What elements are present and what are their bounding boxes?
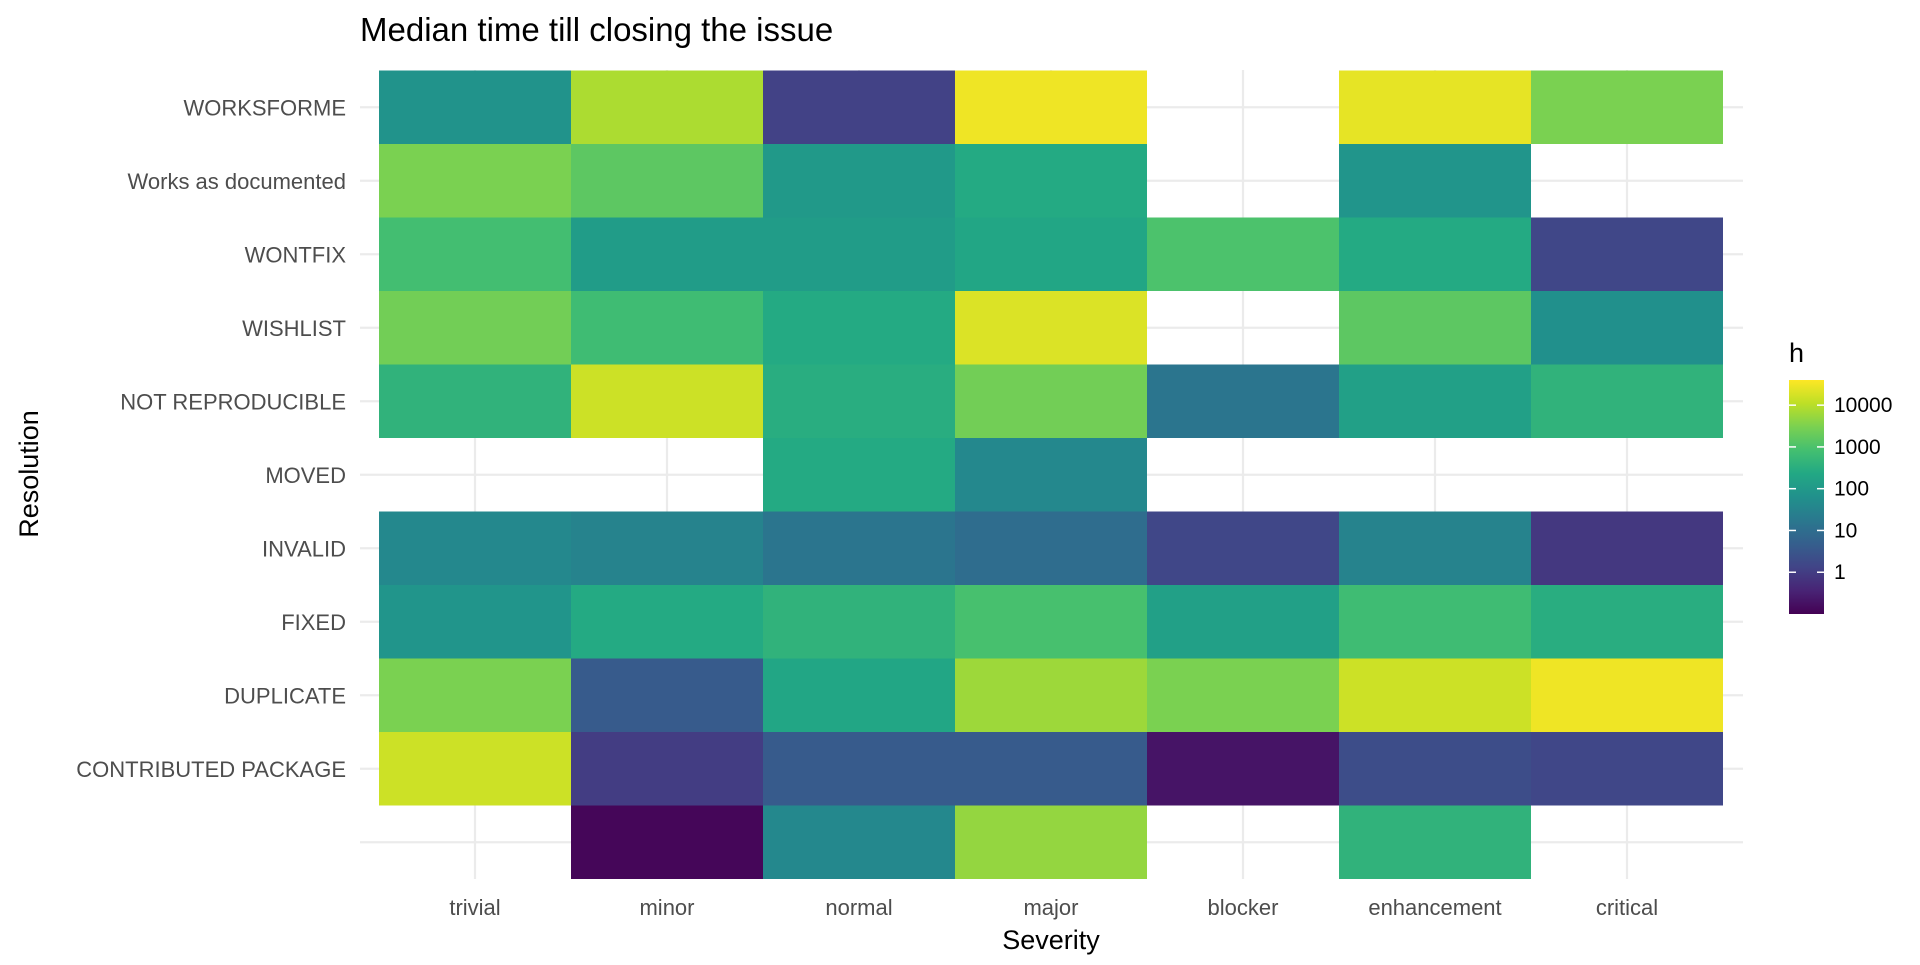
heatmap-cell: [1147, 585, 1339, 659]
y-tick-label: WONTFIX: [245, 242, 347, 267]
heatmap-cells: [379, 70, 1723, 879]
heatmap-cell: [955, 70, 1147, 144]
heatmap-cell: [763, 511, 955, 585]
y-tick-label: INVALID: [262, 536, 346, 561]
x-tick-label: normal: [825, 895, 892, 920]
heatmap-cell: [1531, 585, 1723, 659]
heatmap-cell: [763, 805, 955, 879]
heatmap-cell: [571, 805, 763, 879]
heatmap-cell: [955, 217, 1147, 291]
heatmap-cell: [955, 511, 1147, 585]
heatmap-cell: [955, 291, 1147, 365]
legend-colorbar: [1789, 380, 1824, 614]
heatmap-cell: [571, 144, 763, 218]
heatmap-cell: [1531, 658, 1723, 732]
heatmap-cell: [1531, 217, 1723, 291]
heatmap-cell: [763, 291, 955, 365]
heatmap-cell: [1339, 732, 1531, 806]
heatmap-cell: [1339, 585, 1531, 659]
heatmap-cell: [955, 144, 1147, 218]
chart-title: Median time till closing the issue: [360, 11, 833, 48]
heatmap-cell: [1147, 511, 1339, 585]
x-axis-ticks: trivial minor normal major blocker enhancemen…: [449, 895, 1658, 920]
heatmap-cell: [763, 364, 955, 438]
heatmap-cell: [379, 732, 571, 806]
heatmap-cell: [379, 144, 571, 218]
heatmap-cell: [763, 217, 955, 291]
heatmap-cell: [763, 70, 955, 144]
heatmap-cell: [1531, 70, 1723, 144]
heatmap-cell: [763, 144, 955, 218]
heatmap-cell: [1339, 805, 1531, 879]
y-tick-label: CONTRIBUTED PACKAGE: [76, 757, 346, 782]
legend-title: h: [1789, 338, 1804, 368]
heatmap-cell: [1147, 217, 1339, 291]
x-tick-label: critical: [1596, 895, 1658, 920]
heatmap-cell: [1339, 217, 1531, 291]
y-axis-title: Resolution: [14, 410, 44, 538]
heatmap-cell: [379, 511, 571, 585]
heatmap-cell: [571, 291, 763, 365]
legend-ticks: 1 10 100 1000 10000: [1789, 394, 1892, 584]
heatmap-cell: [1339, 70, 1531, 144]
heatmap-cell: [571, 658, 763, 732]
heatmap-cell: [763, 438, 955, 512]
heatmap-cell: [571, 511, 763, 585]
y-tick-label: NOT REPRODUCIBLE: [120, 389, 346, 414]
x-tick-label: trivial: [449, 895, 500, 920]
legend-tick-label: 10: [1834, 519, 1857, 542]
heatmap-cell: [571, 70, 763, 144]
heatmap-cell: [379, 658, 571, 732]
y-tick-label: WORKSFORME: [183, 95, 346, 120]
x-tick-label: enhancement: [1368, 895, 1501, 920]
color-legend: h 1 10 100 1000 10000: [1789, 338, 1892, 614]
heatmap-cell: [1339, 511, 1531, 585]
heatmap-cell: [571, 364, 763, 438]
heatmap-cell: [379, 364, 571, 438]
heatmap-cell: [379, 217, 571, 291]
legend-tick-label: 10000: [1834, 394, 1892, 417]
heatmap-cell: [379, 70, 571, 144]
heatmap-cell: [571, 585, 763, 659]
heatmap-cell: [1531, 511, 1723, 585]
heatmap-cell: [955, 364, 1147, 438]
heatmap-cell: [1531, 364, 1723, 438]
heatmap-cell: [1339, 658, 1531, 732]
heatmap-cell: [955, 805, 1147, 879]
heatmap-cell: [1147, 364, 1339, 438]
heatmap-cell: [1147, 732, 1339, 806]
y-tick-label: DUPLICATE: [224, 683, 346, 708]
y-tick-label: Works as documented: [128, 169, 346, 194]
heatmap-cell: [955, 732, 1147, 806]
heatmap-cell: [1147, 658, 1339, 732]
y-tick-label: FIXED: [281, 610, 346, 635]
heatmap-cell: [571, 732, 763, 806]
legend-tick-label: 1: [1834, 561, 1846, 584]
heatmap-cell: [1339, 364, 1531, 438]
heatmap-cell: [1339, 291, 1531, 365]
heatmap-cell: [763, 732, 955, 806]
heatmap-cell: [1531, 291, 1723, 365]
heatmap-cell: [1339, 144, 1531, 218]
heatmap-cell: [763, 585, 955, 659]
heatmap-cell: [955, 585, 1147, 659]
heatmap-cell: [379, 291, 571, 365]
heatmap-cell: [1531, 732, 1723, 806]
heatmap-cell: [379, 585, 571, 659]
x-axis-title: Severity: [1002, 925, 1100, 955]
x-tick-label: minor: [639, 895, 694, 920]
y-tick-label: MOVED: [265, 463, 346, 488]
x-tick-label: blocker: [1208, 895, 1279, 920]
y-tick-label: WISHLIST: [242, 316, 346, 341]
heatmap-cell: [955, 438, 1147, 512]
heatmap-cell: [571, 217, 763, 291]
heatmap-cell: [955, 658, 1147, 732]
heatmap-cell: [763, 658, 955, 732]
legend-tick-label: 100: [1834, 478, 1869, 501]
legend-tick-label: 1000: [1834, 436, 1881, 459]
y-axis-ticks: CONTRIBUTED PACKAGE DUPLICATE FIXED INVALID…: [76, 95, 346, 782]
x-tick-label: major: [1023, 895, 1078, 920]
